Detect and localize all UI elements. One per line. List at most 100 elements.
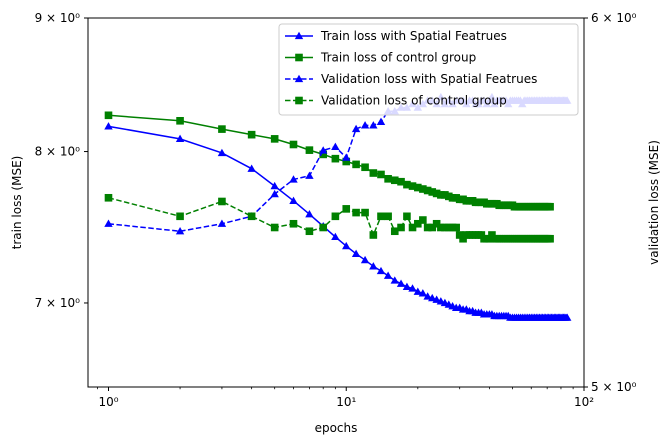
series-3-point xyxy=(376,117,386,125)
legend-entry: Validation loss with Spatial Featrues xyxy=(285,72,537,86)
series-4-point xyxy=(414,219,422,228)
right-y-axis-label: validation loss (MSE) xyxy=(647,140,661,265)
series-1-point xyxy=(413,287,423,295)
series-4-point xyxy=(419,216,427,224)
x-tick-label: 10¹ xyxy=(336,395,356,409)
series-3-point xyxy=(175,227,185,235)
legend-entry: Train loss of control group xyxy=(285,51,476,65)
series-2-point xyxy=(408,182,417,190)
series-1-point xyxy=(423,292,432,300)
series-2-point xyxy=(437,191,445,199)
series-3-point xyxy=(331,142,340,150)
series-1-point xyxy=(305,210,314,218)
x-tick-label: 10² xyxy=(574,395,594,409)
series-4-point xyxy=(408,223,417,232)
series-2-point xyxy=(384,175,392,183)
legend-marker xyxy=(295,53,303,62)
series-1-point xyxy=(342,241,351,250)
series-1-point xyxy=(351,249,361,257)
series-4-point xyxy=(270,223,279,232)
series-2-point xyxy=(414,183,422,192)
legend-label: Validation loss with Spatial Featrues xyxy=(321,72,537,86)
series-1-point xyxy=(104,122,113,130)
series-4-point xyxy=(319,223,328,232)
series-4-point xyxy=(289,219,298,228)
series-2-point xyxy=(428,188,437,196)
series-4-point xyxy=(546,234,554,243)
series-3-point xyxy=(270,189,279,198)
series-3-point xyxy=(360,121,370,129)
series-1 xyxy=(104,122,572,321)
legend-label: Validation loss of control group xyxy=(321,94,507,108)
series-3-point xyxy=(319,146,328,154)
series-4 xyxy=(104,193,554,243)
legend-marker xyxy=(295,96,303,105)
series-4-point xyxy=(403,212,411,221)
series-2-point xyxy=(423,186,432,195)
series-4-point xyxy=(104,193,113,202)
series-3-point xyxy=(104,219,113,227)
series-1-point xyxy=(247,164,256,172)
series-3-point xyxy=(351,124,361,133)
series-3-point xyxy=(342,153,351,161)
series-1-point xyxy=(428,293,437,302)
x-tick-label: 10⁰ xyxy=(98,395,118,409)
series-2-point xyxy=(305,146,314,154)
legend-entry: Train loss with Spatial Featrues xyxy=(285,29,507,43)
series-4-point xyxy=(176,212,184,221)
series-1-point xyxy=(217,148,227,157)
series-4-point xyxy=(452,223,460,232)
tick-layer: 10⁰ 10¹ 10² 7 × 10⁰ 8 × 10⁰ 9 × 10⁰ 5 × 10⁰ 6 ×… xyxy=(35,11,637,409)
series-4-point xyxy=(377,212,385,221)
series-3-point xyxy=(289,175,298,183)
left-y-axis-label: train loss (MSE) xyxy=(10,156,24,250)
series-2-point xyxy=(247,130,256,139)
series-1-point xyxy=(390,276,399,284)
right-y-tick-label: 5 × 10⁰ xyxy=(591,380,637,394)
series-1-point xyxy=(563,313,572,321)
series-1-point xyxy=(175,134,185,143)
series-2-point xyxy=(176,116,184,125)
series-4-point xyxy=(331,212,340,221)
series-4-point xyxy=(423,223,432,232)
series-2-point xyxy=(403,180,411,189)
series-1-point xyxy=(408,284,417,292)
series-3-point xyxy=(369,121,378,129)
series-1-point xyxy=(270,181,279,190)
series-2-point xyxy=(218,125,226,133)
series-2-point xyxy=(419,185,427,193)
series-2 xyxy=(104,111,554,211)
series-1-point xyxy=(331,232,340,241)
legend-entry: Validation loss of control group xyxy=(285,94,507,108)
legend-marker xyxy=(294,74,304,83)
series-1-point xyxy=(383,271,393,279)
left-y-tick-label: 7 × 10⁰ xyxy=(35,296,81,310)
series-1-point xyxy=(402,282,412,291)
legend-label: Train loss with Spatial Featrues xyxy=(320,29,507,43)
series-2-point xyxy=(441,191,449,199)
left-y-tick-label: 9 × 10⁰ xyxy=(35,11,81,25)
series-2-point xyxy=(319,150,328,159)
series-2-point xyxy=(342,157,351,166)
series-4-point xyxy=(342,205,351,213)
series-2-point xyxy=(377,170,385,179)
series-4-point xyxy=(390,227,399,236)
series-1-point xyxy=(360,255,370,264)
series-2-point xyxy=(390,176,399,185)
plot-frame xyxy=(87,17,585,388)
series-2-point xyxy=(289,140,298,149)
series-4-point xyxy=(361,208,369,217)
series-3-point xyxy=(217,219,227,227)
legend-marker xyxy=(294,31,304,40)
legend-box xyxy=(278,23,579,116)
series-1-point xyxy=(376,266,386,275)
series-2-point xyxy=(331,154,340,163)
legend: Train loss with Spatial Featrues Train lo… xyxy=(278,23,579,116)
series-2-point xyxy=(546,202,554,211)
series-2-point xyxy=(432,189,441,198)
x-axis-label: epochs xyxy=(315,421,358,435)
series-4-point xyxy=(305,227,314,236)
series-3-point xyxy=(305,171,314,179)
left-y-tick-label: 8 × 10⁰ xyxy=(35,145,81,159)
